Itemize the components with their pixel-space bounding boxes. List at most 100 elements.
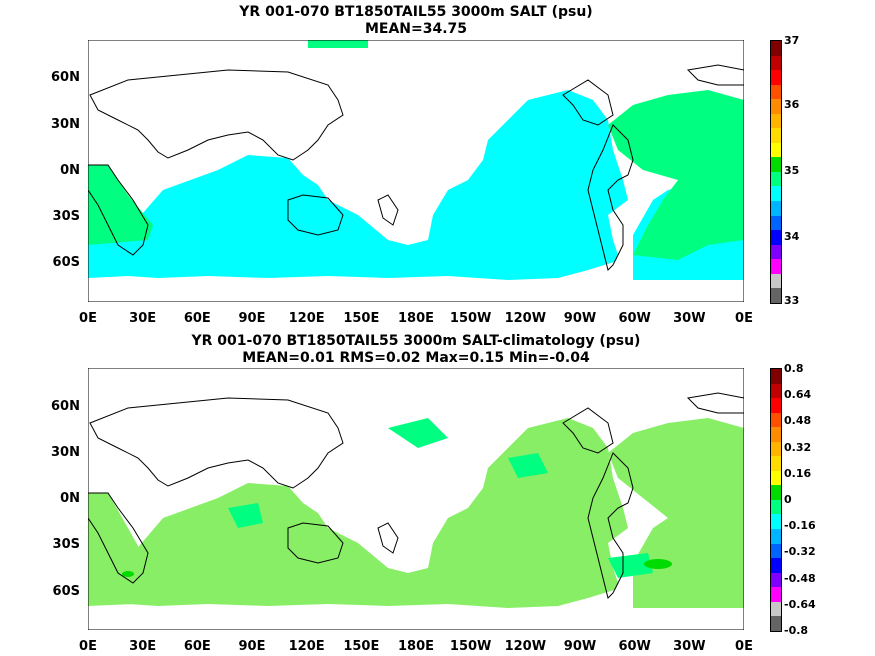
panel1-continents bbox=[88, 64, 744, 271]
lon-label: 90E bbox=[238, 311, 266, 326]
lon-label: 120E bbox=[288, 639, 325, 654]
lon-label: 180E bbox=[397, 311, 435, 326]
colorbar-swatch bbox=[771, 171, 781, 187]
lon-label: 150E bbox=[343, 311, 380, 326]
colorbar-swatch bbox=[771, 99, 781, 114]
colorbar-swatch bbox=[771, 499, 781, 515]
panel1-high-atlantic bbox=[608, 90, 744, 260]
colorbar-swatch bbox=[771, 259, 781, 274]
colorbar-swatch bbox=[771, 41, 781, 56]
colorbar-swatch bbox=[771, 427, 781, 442]
colorbar-swatch bbox=[771, 244, 781, 260]
colorbar-swatch bbox=[771, 398, 781, 413]
panel2-peak-patch bbox=[644, 559, 672, 569]
lon-label: 30W bbox=[673, 639, 706, 654]
panel2-colorbar-label: -0.16 bbox=[784, 519, 816, 533]
panel2-colorbar-label: 0.8 bbox=[784, 362, 804, 375]
lon-label: 0E bbox=[79, 639, 97, 654]
lon-label: 0E bbox=[79, 311, 97, 326]
lon-label: 0E bbox=[735, 311, 753, 326]
lon-label: 30E bbox=[129, 639, 157, 654]
panel2-colorbar-label: 0.16 bbox=[784, 466, 812, 480]
panel2-high-patches bbox=[228, 418, 653, 578]
colorbar-swatch bbox=[771, 186, 781, 202]
colorbar-swatch bbox=[771, 113, 781, 129]
colorbar-swatch bbox=[771, 616, 781, 631]
colorbar-swatch bbox=[771, 514, 781, 530]
panel2-map bbox=[88, 368, 744, 630]
panel2-lat-label: 60N bbox=[51, 399, 80, 414]
lon-label: 0E bbox=[735, 639, 753, 654]
colorbar-swatch bbox=[771, 128, 781, 143]
panel2-colorbar-label: -0.32 bbox=[784, 545, 816, 559]
panel2-colorbar-label: 0.32 bbox=[784, 440, 812, 454]
colorbar-swatch bbox=[771, 157, 781, 172]
lon-label: 30E bbox=[129, 311, 157, 326]
panel1-colorbar-label: 34 bbox=[784, 230, 800, 243]
panel1-ocean bbox=[88, 90, 744, 280]
panel2-continents bbox=[88, 392, 744, 599]
colorbar-swatch bbox=[771, 55, 781, 71]
panel1-lat-label: 30S bbox=[52, 209, 80, 224]
panel2-title: YR 001-070 BT1850TAIL55 3000m SALT-clima… bbox=[191, 333, 641, 349]
panel2-colorbar-label: 0 bbox=[784, 493, 792, 506]
lon-label: 150E bbox=[343, 639, 380, 654]
colorbar-swatch bbox=[771, 84, 781, 100]
colorbar-swatch bbox=[771, 456, 781, 471]
panel1-arctic-strip bbox=[308, 40, 368, 48]
panel2-colorbar-label: -0.48 bbox=[784, 571, 816, 585]
panel1-lat-label: 60S bbox=[52, 255, 80, 270]
panel1-lat-label: 30N bbox=[51, 117, 80, 132]
colorbar-swatch bbox=[771, 441, 781, 457]
colorbar-swatch bbox=[771, 201, 781, 216]
panel2-lat-label: 30N bbox=[51, 445, 80, 460]
lon-label: 60E bbox=[183, 639, 211, 654]
colorbar-swatch bbox=[771, 273, 781, 289]
panel2-subtitle: MEAN=0.01 RMS=0.02 Max=0.15 Min=-0.04 bbox=[242, 350, 590, 366]
lon-label: 90W bbox=[563, 311, 597, 326]
colorbar-swatch bbox=[771, 470, 781, 486]
colorbar-swatch bbox=[771, 215, 781, 231]
colorbar-swatch bbox=[771, 587, 781, 602]
panel1-subtitle: MEAN=34.75 bbox=[364, 21, 468, 37]
colorbar-swatch bbox=[771, 412, 781, 428]
panel1-colorbar-label: 35 bbox=[784, 164, 800, 177]
panel1-title: YR 001-070 BT1850TAIL55 3000m SALT (psu) bbox=[239, 4, 593, 20]
panel1-colorbar-label: 37 bbox=[784, 34, 800, 47]
panel2-colorbar-label: -0.64 bbox=[784, 597, 816, 611]
colorbar-swatch bbox=[771, 485, 781, 500]
colorbar-swatch bbox=[771, 369, 781, 384]
lon-label: 60W bbox=[618, 311, 651, 326]
panel2-lat-label: 0N bbox=[60, 491, 80, 506]
colorbar-swatch bbox=[771, 288, 781, 303]
panel1-colorbar bbox=[770, 40, 782, 304]
colorbar-swatch bbox=[771, 230, 781, 245]
panel1-map bbox=[88, 40, 744, 302]
lon-label: 120W bbox=[504, 311, 547, 326]
colorbar-swatch bbox=[771, 142, 781, 158]
panel1-high-sw bbox=[88, 165, 153, 245]
panel2-ocean bbox=[88, 418, 744, 608]
lon-label: 150W bbox=[449, 639, 492, 654]
colorbar-swatch bbox=[771, 601, 781, 617]
lon-label: 90E bbox=[238, 639, 266, 654]
lon-label: 60W bbox=[618, 639, 651, 654]
colorbar-swatch bbox=[771, 543, 781, 559]
lon-label: 90W bbox=[563, 639, 597, 654]
colorbar-swatch bbox=[771, 70, 781, 85]
panel2-colorbar-label: -0.8 bbox=[784, 624, 809, 637]
panel2-lat-label: 60S bbox=[52, 584, 80, 599]
colorbar-swatch bbox=[771, 572, 781, 588]
lon-label: 120E bbox=[288, 311, 325, 326]
colorbar-swatch bbox=[771, 383, 781, 399]
colorbar-swatch bbox=[771, 529, 781, 544]
panel2-colorbar bbox=[770, 368, 782, 632]
panel1-colorbar-label: 36 bbox=[784, 98, 800, 111]
lon-label: 180E bbox=[397, 639, 435, 654]
panel1-lat-label: 0N bbox=[60, 163, 80, 178]
panel1-lat-label: 60N bbox=[51, 70, 80, 85]
lon-label: 150W bbox=[449, 311, 492, 326]
panel2-lat-label: 30S bbox=[52, 537, 80, 552]
panel2-colorbar-label: 0.48 bbox=[784, 414, 812, 428]
lon-label: 60E bbox=[183, 311, 211, 326]
